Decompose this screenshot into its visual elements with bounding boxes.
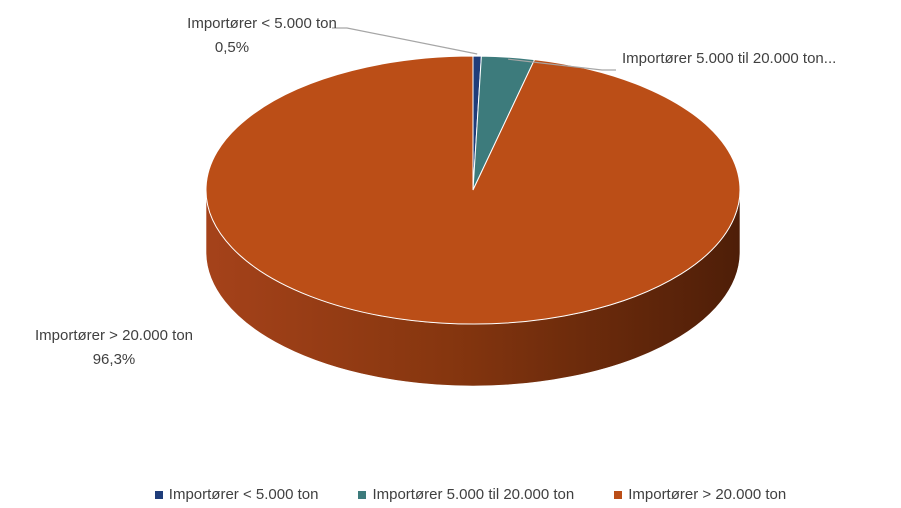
data-label-name-medium-importers: Importører 5.000 til 20.000 ton...	[622, 50, 836, 67]
legend-item-large-importers: Importører > 20.000 ton	[614, 486, 786, 503]
legend-label-medium-importers: Importører 5.000 til 20.000 ton	[372, 486, 575, 503]
legend-swatch-small-importers	[154, 490, 163, 499]
data-labels: Importører < 5.000 ton 0,5% Importører 5…	[35, 15, 836, 368]
legend-item-medium-importers: Importører 5.000 til 20.000 ton	[358, 486, 574, 503]
data-label-name-small-importers: Importører < 5.000 ton	[187, 15, 337, 32]
pie-slice-large-importers	[205, 55, 741, 325]
pie-chart: Importører < 5.000 ton 0,5% Importører 5…	[35, 15, 836, 387]
legend-label-large-importers: Importører > 20.000 ton	[628, 486, 787, 503]
leader-line-medium-importers	[508, 58, 616, 71]
leader-lines	[332, 27, 616, 71]
data-label-value-small-importers: 0,5%	[215, 39, 249, 56]
legend-label-small-importers: Importører < 5.000 ton	[168, 486, 319, 503]
legend-item-small-importers: Importører < 5.000 ton	[154, 486, 319, 503]
legend-swatch-large-importers	[614, 490, 623, 499]
pie-top-layer	[205, 55, 741, 325]
leader-line-small-importers	[332, 27, 478, 55]
chart-legend: Importører < 5.000 ton Importører 5.000 …	[0, 486, 901, 503]
data-label-value-large-importers: 96,3%	[93, 351, 136, 368]
legend-swatch-medium-importers	[358, 490, 367, 499]
data-label-name-large-importers: Importører > 20.000 ton	[35, 327, 193, 344]
